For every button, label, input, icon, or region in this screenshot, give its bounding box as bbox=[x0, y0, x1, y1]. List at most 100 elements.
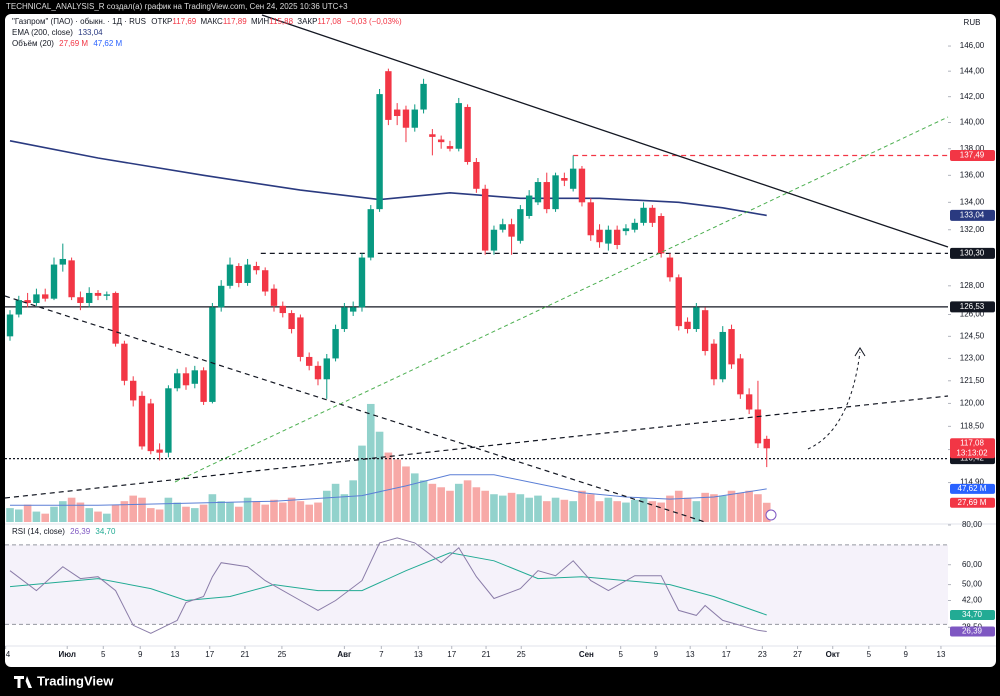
candle-body bbox=[543, 182, 550, 210]
price-badge-label: 126,53 bbox=[960, 302, 985, 311]
volume-bar bbox=[314, 502, 322, 522]
candle-body bbox=[587, 202, 594, 236]
volume-bar bbox=[59, 501, 67, 522]
x-tick-label: 17 bbox=[447, 650, 456, 659]
volume-bar bbox=[270, 499, 278, 522]
volume-value: 27,69 M bbox=[59, 39, 88, 48]
candle-body bbox=[569, 168, 577, 189]
volume-bar bbox=[76, 502, 85, 522]
volume-bar bbox=[701, 492, 709, 522]
x-tick-label: 5 bbox=[867, 650, 872, 659]
volume-bar bbox=[454, 483, 463, 522]
volume-bar bbox=[226, 502, 234, 522]
legend-line: Объём (20) 27,69 M 47,62 M bbox=[12, 39, 123, 48]
candle-body bbox=[710, 343, 718, 380]
legend-line: "Газпром" (ПАО) · обыкн. · 1Д · RUS ОТКР… bbox=[12, 17, 402, 26]
volume-bar bbox=[305, 504, 313, 522]
volume-bar bbox=[736, 492, 745, 522]
candle-body bbox=[525, 195, 533, 216]
candle-body bbox=[235, 265, 242, 283]
y-tick-label: 118,50 bbox=[960, 421, 984, 430]
brand: TradingView bbox=[37, 673, 114, 688]
candle-body bbox=[121, 343, 128, 381]
candle-body bbox=[640, 207, 647, 223]
volume-bar bbox=[384, 452, 393, 522]
x-tick-label: 9 bbox=[904, 650, 909, 659]
volume-bar bbox=[718, 495, 727, 522]
candle-body bbox=[455, 103, 462, 149]
volume-bar bbox=[542, 501, 551, 522]
x-tick-label: 27 bbox=[793, 650, 802, 659]
legend-line: EMA (200, close) 133,04 bbox=[12, 28, 103, 37]
candle-body bbox=[50, 264, 58, 299]
candle-body bbox=[675, 277, 682, 327]
volume-bar bbox=[683, 497, 692, 522]
candle-body bbox=[209, 307, 216, 402]
x-tick-label: 21 bbox=[482, 650, 491, 659]
candle-body bbox=[130, 380, 137, 401]
volume-bar bbox=[622, 502, 630, 522]
candle-body bbox=[605, 229, 612, 244]
rsi-ma-value: 34,70 bbox=[95, 527, 116, 536]
volume-bar bbox=[23, 504, 32, 522]
volume-bar bbox=[745, 490, 753, 522]
candle-body bbox=[393, 109, 401, 117]
candle-body bbox=[305, 356, 313, 366]
x-tick-label: Окт bbox=[826, 650, 840, 659]
y-tick-label: 114,90 bbox=[960, 478, 984, 487]
volume-bar bbox=[569, 501, 577, 522]
candle-body bbox=[517, 209, 524, 241]
volume-bar bbox=[727, 490, 736, 522]
candle-body bbox=[420, 83, 427, 110]
volume-bar bbox=[322, 490, 331, 522]
x-tick-label: 9 bbox=[654, 650, 659, 659]
candle-body bbox=[666, 257, 674, 278]
candle-body bbox=[578, 168, 586, 203]
x-tick-label: 9 bbox=[138, 650, 143, 659]
rsi-tick-label: 60,00 bbox=[962, 560, 983, 569]
countdown: 13:13:02 bbox=[956, 448, 988, 457]
volume-bar bbox=[657, 502, 665, 522]
ohlc-value: 117,89 bbox=[223, 17, 247, 26]
rsi-ma-line bbox=[9, 552, 767, 616]
volume-bar bbox=[190, 508, 199, 522]
x-tick-label: 25 bbox=[517, 650, 526, 659]
candle-body bbox=[631, 222, 638, 230]
volume-bar bbox=[754, 494, 762, 522]
candle-body bbox=[429, 134, 436, 137]
ohlc-label: ОТКР bbox=[151, 17, 172, 26]
candle-body bbox=[297, 317, 304, 357]
volume-bar bbox=[94, 511, 102, 522]
rsi-tick-label: 42,00 bbox=[962, 596, 983, 605]
candle-body bbox=[217, 285, 225, 308]
candle-body bbox=[534, 182, 542, 203]
volume-bar bbox=[287, 497, 296, 522]
volume-bar bbox=[604, 497, 613, 522]
volume-bar bbox=[155, 509, 164, 522]
y-tick-label: 128,00 bbox=[960, 281, 985, 290]
price-badge-label: 47,62 M bbox=[958, 484, 987, 493]
volume-bar bbox=[164, 497, 173, 522]
x-tick-label: 5 bbox=[618, 650, 623, 659]
volume-bar bbox=[516, 494, 525, 522]
price-badge bbox=[950, 626, 995, 637]
price-badge-label: 137,49 bbox=[960, 151, 985, 160]
candle-body bbox=[649, 207, 656, 223]
candle-body bbox=[173, 373, 181, 389]
candle-body bbox=[376, 94, 383, 210]
candle-body bbox=[754, 409, 762, 444]
y-tick-label: 121,50 bbox=[960, 376, 985, 385]
candle-body bbox=[279, 305, 286, 314]
candle-body bbox=[288, 313, 295, 330]
x-tick-label: 4 bbox=[6, 650, 11, 659]
logo-icon bbox=[14, 676, 32, 688]
y-tick-label: 146,00 bbox=[960, 41, 985, 50]
volume-bar bbox=[410, 473, 419, 522]
price-badge-label: 130,30 bbox=[960, 248, 985, 257]
volume-bar bbox=[358, 445, 366, 522]
candle-body bbox=[261, 270, 269, 292]
x-tick-label: 13 bbox=[414, 650, 423, 659]
volume-bar bbox=[375, 431, 384, 522]
x-tick-label: Сен bbox=[579, 650, 594, 659]
volume-bar bbox=[437, 487, 445, 522]
